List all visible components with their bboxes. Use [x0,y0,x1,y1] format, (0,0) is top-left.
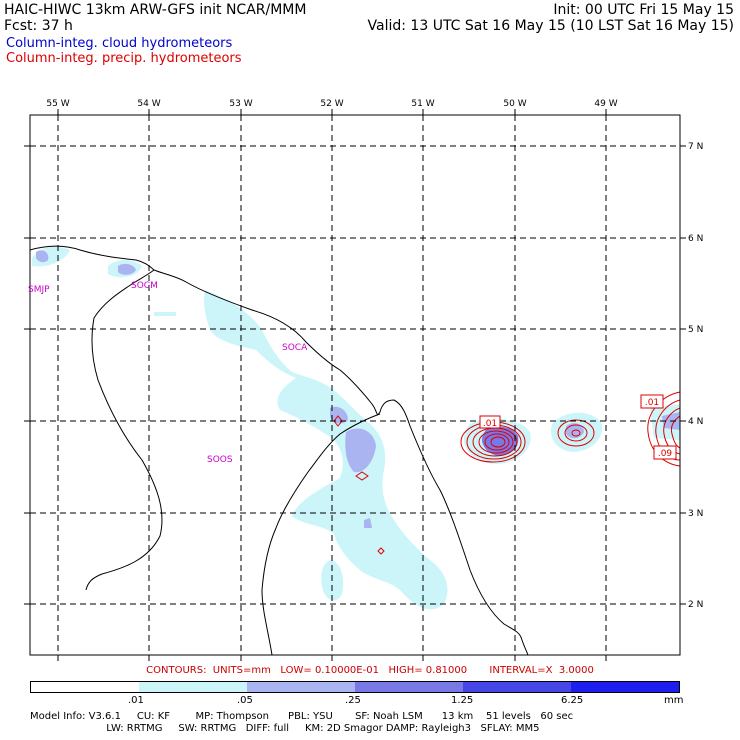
precip-contour [490,436,506,448]
latitude-label: 5 N [688,325,703,335]
latitude-label: 7 N [688,142,703,152]
latitude-label: 3 N [688,509,703,519]
longitude-label: 55 W [46,99,69,109]
station-label-soos: SOOS [207,455,233,465]
longitude-label: 50 W [503,99,526,109]
cloud-core-5 [364,518,372,528]
cloud-hydrometeor-shading [32,246,680,610]
color-bar-segment [247,682,355,692]
latitude-label: 4 N [688,417,703,427]
cloud-core-2 [330,406,348,424]
model-info-line-1: Model Info: V3.6.1 CU: KF MP: Thompson P… [30,711,574,722]
longitude-label: 51 W [411,99,434,109]
colorbar-tick-label: .05 [237,695,253,706]
latitude-ticks: 7 N 6 N 5 N 4 N 3 N 2 N [24,142,703,610]
precip-contour [564,424,588,442]
latitude-label: 2 N [688,600,703,610]
plot-frame [29,114,681,656]
station-label-socm: SOCM [131,281,158,291]
contour-label-box [640,394,664,409]
cloud-patch-small [154,312,176,316]
cloud-core-3 [36,250,49,263]
color-bar-segment [139,682,247,692]
precip-contour [647,391,680,467]
coastline-north [30,245,529,655]
precip-diamond [355,471,369,481]
latitude-label: 6 N [688,234,703,244]
color-bar-segment [355,682,463,692]
map-title: HAIC-HIWC 13km ARW-GFS init NCAR/MMM [4,2,307,18]
legend-precip-hydrometeors: Column-integ. precip. hydrometeors [6,51,242,66]
colorbar-units: mm [664,695,684,706]
longitude-label: 53 W [229,99,252,109]
grid-lines [30,115,680,655]
precip-contour [484,433,510,451]
contour-labels: .01 .01 .09 [479,394,677,460]
coastal-cloud-band [203,290,448,610]
legend-cloud-hydrometeors: Column-integ. cloud hydrometeors [6,36,233,51]
precip-diamond [333,415,343,427]
model-info-line-2: LW: RRTMG SW: RRTMG DIFF: full KM: 2D Sm… [30,723,540,734]
contour-label: .09 [658,449,673,459]
color-bar [30,681,680,693]
cloud-core-4 [118,263,136,275]
coastline [30,245,529,655]
contour-label-box [479,415,501,429]
border-west [85,269,163,591]
colorbar-tick-label: .01 [128,695,144,706]
longitude-label: 52 W [320,99,343,109]
color-bar-segment [31,682,139,692]
colorbar-tick-label: 1.25 [451,695,474,706]
precip-contour [671,415,680,449]
valid-time: Valid: 13 UTC Sat 16 May 15 (10 LST Sat … [367,18,734,34]
contours-info: CONTOURS: UNITS=mm LOW= 0.10000E-01 HIGH… [146,665,594,676]
color-bar-segment [571,682,679,692]
longitude-ticks: 55 W 54 W 53 W 52 W 51 W 50 W 49 W [46,99,618,661]
forecast-hour: Fcst: 37 h [4,18,73,34]
color-bar-segment [463,682,571,692]
colorbar-tick-label: 6.25 [561,695,584,706]
init-time: Init: 00 UTC Fri 15 May 15 [553,2,734,18]
contour-label-box [653,445,677,460]
precip-hydrometeor-contours [333,391,680,555]
precip-contour [571,429,581,437]
precip-diamond [377,547,385,555]
contour-label: .01 [483,419,497,429]
station-label-soca: SOCA [282,343,308,353]
field-layer [30,245,680,655]
cloud-core-1 [345,428,376,473]
precip-contour [478,430,514,454]
longitude-label: 54 W [137,99,160,109]
colorbar-tick-label: .25 [345,695,361,706]
precip-contour [557,419,595,447]
longitude-label: 49 W [594,99,617,109]
station-label-smjp: SMJP [28,285,50,295]
contour-label: .01 [645,398,659,408]
border-east [261,413,381,655]
